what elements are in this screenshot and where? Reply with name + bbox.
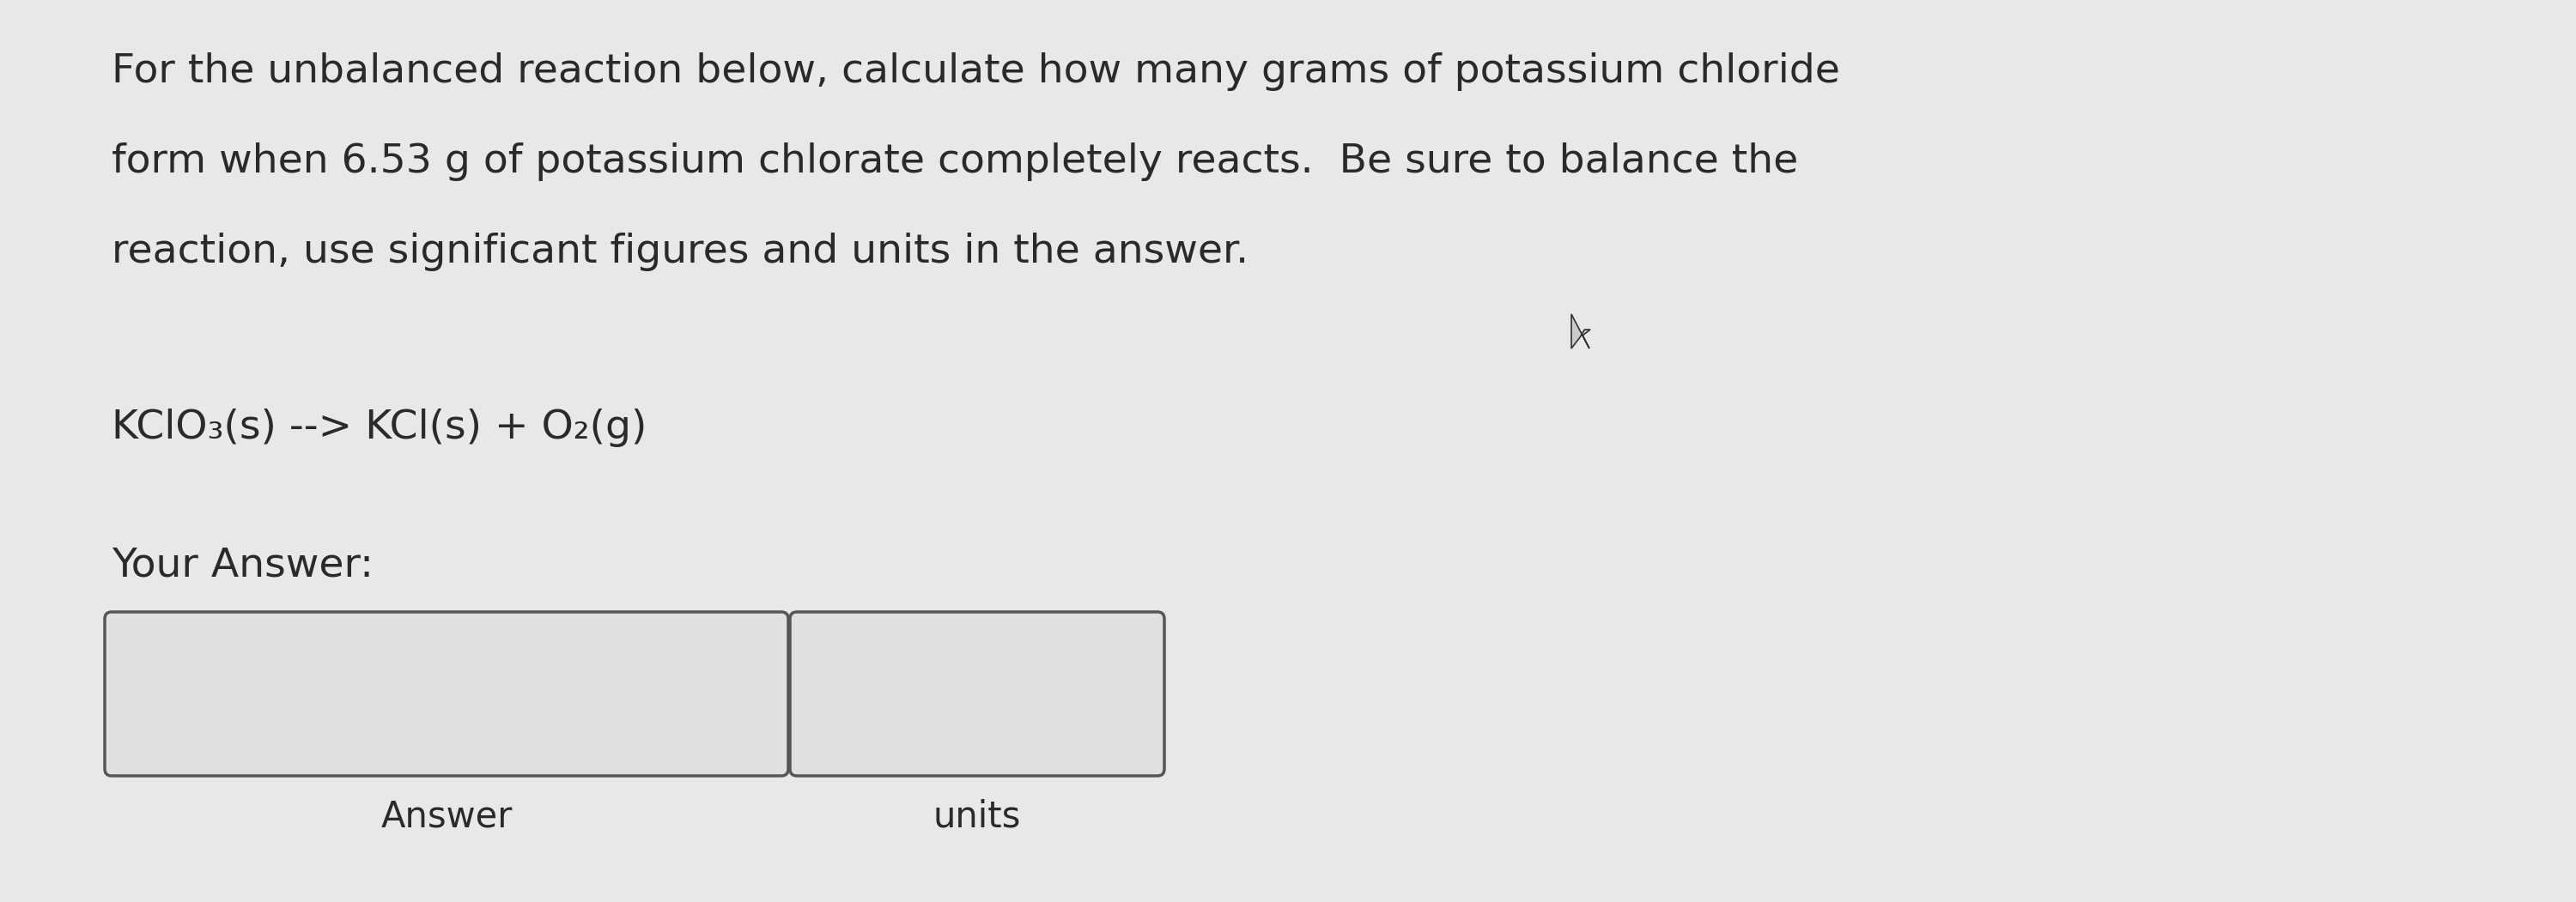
Text: units: units <box>933 799 1020 835</box>
Text: form when 6.53 g of potassium chlorate completely reacts.  Be sure to balance th: form when 6.53 g of potassium chlorate c… <box>111 143 1798 181</box>
Text: reaction, use significant figures and units in the answer.: reaction, use significant figures and un… <box>111 233 1249 272</box>
Text: For the unbalanced reaction below, calculate how many grams of potassium chlorid: For the unbalanced reaction below, calcu… <box>111 52 1839 91</box>
Polygon shape <box>1571 314 1589 348</box>
Text: Answer: Answer <box>381 799 513 835</box>
Text: KClO₃(s) --> KCl(s) + O₂(g): KClO₃(s) --> KCl(s) + O₂(g) <box>111 409 647 447</box>
FancyBboxPatch shape <box>106 612 788 776</box>
FancyBboxPatch shape <box>791 612 1164 776</box>
Text: Your Answer:: Your Answer: <box>111 546 374 584</box>
